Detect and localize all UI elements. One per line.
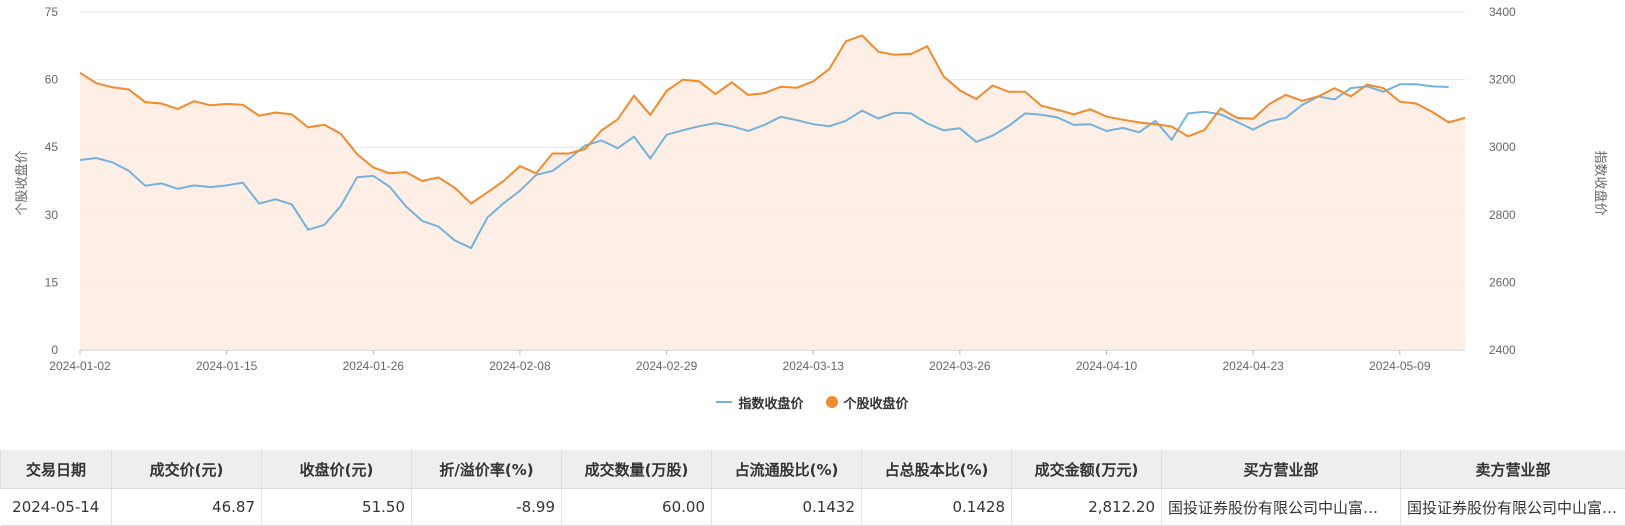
right-tick-label: 3400 xyxy=(1489,5,1516,19)
legend-label-index: 指数收盘价 xyxy=(738,396,804,412)
price-chart: 0 15 30 45 60 75 2400 2600 2800 3000 3200 3400 2024-… xyxy=(14,5,1608,373)
header-total-ratio[interactable]: 占总股本比(%) xyxy=(861,450,1012,489)
right-tick-label: 2600 xyxy=(1489,275,1516,289)
legend-line-icon xyxy=(716,401,733,403)
legend-dot-icon xyxy=(825,396,838,408)
stock-series-line xyxy=(79,34,1466,205)
x-tick-label: 2024-01-15 xyxy=(196,359,258,373)
x-tick-label: 2024-03-26 xyxy=(929,359,991,373)
cell-volume: 60.00 xyxy=(561,488,712,526)
left-axis-title: 个股收盘价 xyxy=(14,150,30,215)
header-amount[interactable]: 成交金额(万元) xyxy=(1011,450,1162,489)
left-tick-label: 45 xyxy=(45,140,59,154)
x-tick-label: 2024-02-29 xyxy=(636,359,698,373)
chart-legend: 指数收盘价 个股收盘价 xyxy=(0,392,1625,412)
header-buyer[interactable]: 买方营业部 xyxy=(1161,450,1401,489)
cell-seller[interactable]: 国投证券股份有限公司中山富… xyxy=(1400,488,1625,526)
cell-total-ratio: 0.1428 xyxy=(861,488,1012,526)
axes: 0 15 30 45 60 75 2400 2600 2800 3000 3200 3400 2024-… xyxy=(45,5,1516,373)
table-header-row: 交易日期 成交价(元) 收盘价(元) 折/溢价率(%) 成交数量(万股) 占流通… xyxy=(0,450,1625,489)
legend-item-index[interactable]: 指数收盘价 xyxy=(716,393,804,412)
right-tick-label: 2800 xyxy=(1489,208,1516,222)
x-tick-label: 2024-04-23 xyxy=(1222,359,1284,373)
cell-close-price: 51.50 xyxy=(261,488,412,526)
header-close-price[interactable]: 收盘价(元) xyxy=(261,450,412,489)
left-tick-label: 75 xyxy=(45,5,59,19)
cell-deal-price: 46.87 xyxy=(111,488,262,526)
header-trade-date[interactable]: 交易日期 xyxy=(0,450,112,489)
legend-item-stock[interactable]: 个股收盘价 xyxy=(825,393,909,412)
right-tick-label: 3200 xyxy=(1489,73,1516,87)
right-tick-label: 2400 xyxy=(1489,343,1516,357)
chart-svg: 0 15 30 45 60 75 2400 2600 2800 3000 3200 3400 2024-… xyxy=(14,5,1608,373)
left-tick-label: 60 xyxy=(45,73,59,87)
x-tick-label: 2024-04-10 xyxy=(1076,359,1138,373)
stock-area xyxy=(80,35,1465,351)
right-tick-label: 3000 xyxy=(1489,140,1516,154)
cell-trade-date: 2024-05-14 xyxy=(0,488,112,526)
right-axis-title: 指数收盘价 xyxy=(1592,150,1608,215)
stock-area-layer xyxy=(80,35,1465,351)
x-tick-label: 2024-05-09 xyxy=(1369,359,1431,373)
x-tick-label: 2024-03-13 xyxy=(783,359,845,373)
left-tick-label: 0 xyxy=(51,343,58,357)
cell-premium-rate: -8.99 xyxy=(411,488,562,526)
series-lines xyxy=(79,34,1466,250)
x-tick-label: 2024-01-02 xyxy=(49,359,111,373)
header-volume[interactable]: 成交数量(万股) xyxy=(561,450,712,489)
block-trade-table: 交易日期 成交价(元) 收盘价(元) 折/溢价率(%) 成交数量(万股) 占流通… xyxy=(0,450,1625,526)
cell-buyer[interactable]: 国投证券股份有限公司中山富… xyxy=(1161,488,1401,526)
left-tick-label: 30 xyxy=(45,208,59,222)
legend-label-stock: 个股收盘价 xyxy=(843,396,909,412)
x-tick-label: 2024-02-08 xyxy=(489,359,551,373)
cell-float-ratio: 0.1432 xyxy=(711,488,862,526)
cell-amount: 2,812.20 xyxy=(1011,488,1162,526)
x-tick-label: 2024-01-26 xyxy=(343,359,405,373)
index-series-line xyxy=(79,83,1449,250)
header-deal-price[interactable]: 成交价(元) xyxy=(111,450,262,489)
header-float-ratio[interactable]: 占流通股比(%) xyxy=(711,450,862,489)
table-row: 2024-05-14 46.87 51.50 -8.99 60.00 0.143… xyxy=(0,488,1625,526)
header-premium-rate[interactable]: 折/溢价率(%) xyxy=(411,450,562,489)
header-seller[interactable]: 卖方营业部 xyxy=(1400,450,1625,489)
left-tick-label: 15 xyxy=(45,275,59,289)
